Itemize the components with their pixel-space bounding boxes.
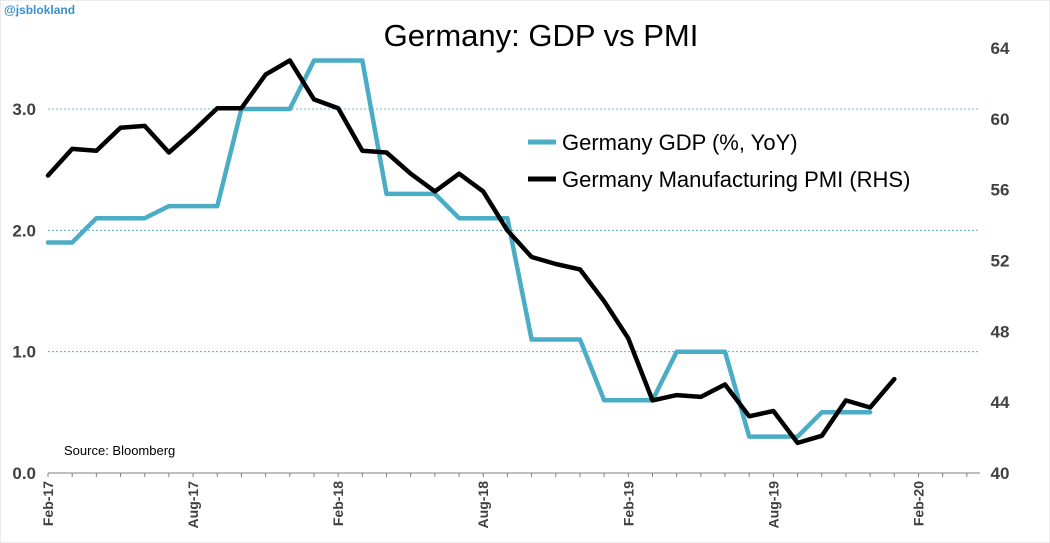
y-right-tick-label: 60 — [991, 110, 1010, 129]
chart-title: Germany: GDP vs PMI — [384, 18, 699, 53]
y-right-tick-label: 52 — [991, 252, 1010, 271]
gdp-line — [45, 58, 873, 439]
x-tick-label: Feb-17 — [40, 481, 56, 526]
legend-pmi-label: Germany Manufacturing PMI (RHS) — [562, 167, 910, 192]
x-tick-label: Feb-19 — [620, 481, 636, 526]
tick-labels: Feb-17 Aug-17 Feb-18 Aug-18 Feb-19 Aug-19 Feb-… — [12, 39, 1010, 528]
legend: Germany GDP (%, YoY) Germany Manufacturi… — [528, 130, 910, 192]
x-tick-label: Aug-17 — [185, 481, 201, 529]
author-handle: @jsblokland — [4, 3, 75, 17]
y-right-tick-label: 48 — [991, 322, 1010, 341]
source-note: Source: Bloomberg — [64, 443, 175, 458]
y-right-tick-label: 44 — [991, 393, 1010, 412]
series-lines — [45, 58, 897, 446]
y-right-tick-label: 56 — [991, 181, 1010, 200]
x-tick-label: Aug-18 — [475, 481, 491, 529]
y-right-tick-label: 40 — [991, 464, 1010, 483]
y-left-tick-label: 1.0 — [12, 343, 36, 362]
legend-gdp-label: Germany GDP (%, YoY) — [562, 130, 798, 155]
x-tick-label: Feb-20 — [910, 481, 926, 526]
y-right-tick-label: 64 — [991, 39, 1010, 58]
x-tick-label: Feb-18 — [330, 481, 346, 526]
gridlines — [48, 108, 980, 353]
y-left-tick-label: 2.0 — [12, 221, 36, 240]
axes — [47, 472, 980, 477]
x-tick-label: Aug-19 — [765, 481, 781, 529]
y-left-tick-label: 0.0 — [12, 464, 36, 483]
pmi-line — [45, 58, 897, 446]
y-left-tick-label: 3.0 — [12, 100, 36, 119]
